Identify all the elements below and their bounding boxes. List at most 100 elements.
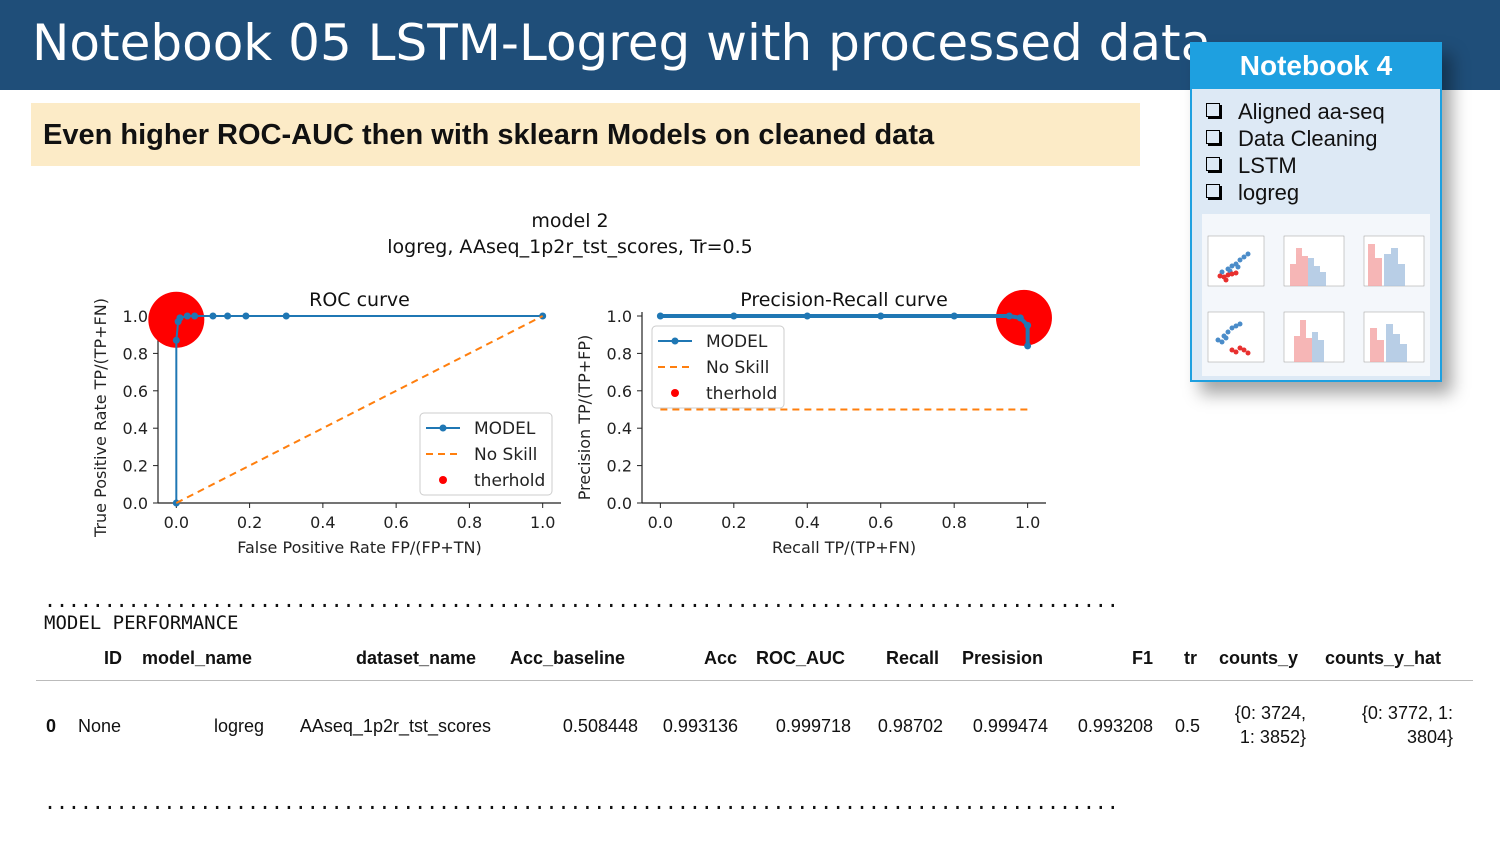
x-tick-label: 0.0 bbox=[164, 513, 189, 532]
x-tick-label: 0.0 bbox=[648, 513, 673, 532]
legend-box bbox=[419, 412, 553, 496]
y-tick-label: 0.2 bbox=[123, 457, 148, 476]
x-tick-label: 0.6 bbox=[868, 513, 893, 532]
legend-box bbox=[651, 325, 785, 409]
y-axis-label: Precision TP/(TP+FP) bbox=[575, 335, 594, 500]
checklist-item-label: Data Cleaning bbox=[1238, 126, 1378, 151]
model-point bbox=[176, 314, 184, 322]
model-point bbox=[1016, 314, 1024, 322]
model-point bbox=[282, 312, 290, 320]
notebook-card-title: Notebook 4 bbox=[1239, 50, 1393, 81]
column-header: model_name bbox=[142, 648, 253, 668]
y-tick-label: 0.6 bbox=[123, 382, 148, 401]
y-tick-label: 1.0 bbox=[123, 307, 148, 326]
checklist-item: logreg bbox=[1206, 179, 1385, 206]
column-header: dataset_name bbox=[356, 648, 477, 668]
x-tick-label: 0.2 bbox=[721, 513, 746, 532]
checkbox-icon bbox=[1206, 184, 1220, 199]
checklist-item-label: LSTM bbox=[1238, 153, 1297, 178]
row-index: 0 bbox=[46, 716, 57, 736]
model-point bbox=[242, 312, 250, 320]
figure-plots: model 2 logreg, AAseq_1p2r_tst_scores, T… bbox=[91, 210, 1052, 557]
column-header: Presision bbox=[962, 648, 1044, 668]
column-header: Acc_baseline bbox=[510, 648, 626, 668]
cell-counts-y-hat-line1: {0: 3772, 1: bbox=[1361, 703, 1453, 723]
checklist-item: LSTM bbox=[1206, 152, 1385, 179]
x-tick-label: 0.8 bbox=[941, 513, 966, 532]
column-header: counts_y bbox=[1219, 648, 1299, 668]
x-tick-label: 0.6 bbox=[383, 513, 408, 532]
pr-chart: Precision-Recall curve 0.0 0.2 0.4 0.6 0.8 1.0… bbox=[575, 289, 1052, 557]
dots-separator-top: ........................................… bbox=[44, 588, 1119, 612]
legend-label: therhold bbox=[474, 471, 545, 491]
legend-label: therhold bbox=[706, 384, 777, 404]
model-point bbox=[224, 312, 232, 320]
legend-swatch-threshold bbox=[439, 476, 447, 484]
x-axis-label: False Positive Rate FP/(FP+TN) bbox=[237, 538, 482, 557]
column-header: tr bbox=[1184, 648, 1197, 668]
y-tick-label: 0.6 bbox=[607, 382, 632, 401]
chart-title: Precision-Recall curve bbox=[740, 289, 948, 311]
cell-id: None bbox=[78, 716, 122, 736]
column-header: Acc bbox=[704, 648, 738, 668]
cell-recall: 0.98702 bbox=[877, 716, 943, 736]
cell-tr: 0.5 bbox=[1174, 716, 1200, 736]
notebook-thumbnail-image bbox=[1202, 214, 1430, 376]
legend-swatch-threshold bbox=[671, 389, 679, 397]
checkbox-icon bbox=[1206, 157, 1220, 172]
model-point bbox=[877, 312, 885, 320]
cell-acc-baseline: 0.508448 bbox=[562, 716, 638, 736]
legend-label: No Skill bbox=[706, 358, 769, 378]
y-tick-label: 0.8 bbox=[607, 344, 632, 363]
y-axis-label: True Positive Rate TP/(TP+FN) bbox=[91, 298, 110, 538]
model-point bbox=[656, 312, 664, 320]
column-header: F1 bbox=[1132, 648, 1154, 668]
y-tick-label: 0.8 bbox=[123, 344, 148, 363]
model-point bbox=[1005, 312, 1013, 320]
cell-presision: 0.999474 bbox=[972, 716, 1048, 736]
column-header: ROC_AUC bbox=[756, 648, 846, 668]
cell-counts-y-hat-line2: 3804} bbox=[1406, 727, 1453, 747]
y-tick-label: 0.2 bbox=[607, 457, 632, 476]
table-divider bbox=[36, 680, 1473, 681]
cell-dataset-name: AAseq_1p2r_tst_scores bbox=[299, 716, 491, 736]
slide-title: Notebook 05 LSTM-Logreg with processed d… bbox=[32, 14, 1212, 72]
model-point bbox=[1024, 342, 1032, 350]
legend-label: MODEL bbox=[706, 332, 768, 352]
checklist-item: Aligned aa-seq bbox=[1206, 98, 1385, 125]
y-tick-label: 1.0 bbox=[607, 307, 632, 326]
checkbox-icon bbox=[1206, 103, 1220, 118]
chart-legend: MODEL No Skill therhold bbox=[419, 412, 553, 496]
performance-heading: MODEL PERFORMANCE bbox=[44, 612, 239, 634]
cell-model-name: logreg bbox=[213, 716, 264, 736]
subtitle-banner: Even higher ROC-AUC then with sklearn Mo… bbox=[31, 103, 1140, 166]
model-point bbox=[803, 312, 811, 320]
column-header: Recall bbox=[886, 648, 940, 668]
legend-swatch-model-marker bbox=[671, 337, 679, 345]
x-tick-label: 0.2 bbox=[237, 513, 262, 532]
x-tick-label: 0.8 bbox=[457, 513, 482, 532]
x-tick-label: 0.4 bbox=[795, 513, 820, 532]
x-tick-label: 1.0 bbox=[530, 513, 555, 532]
legend-label: No Skill bbox=[474, 445, 537, 465]
checklist-item: Data Cleaning bbox=[1206, 125, 1385, 152]
cell-f1: 0.993208 bbox=[1077, 716, 1153, 736]
checklist-item-label: Aligned aa-seq bbox=[1238, 99, 1385, 124]
cell-counts-y-line2: 1: 3852} bbox=[1239, 727, 1306, 747]
slide-subtitle: Even higher ROC-AUC then with sklearn Mo… bbox=[43, 119, 935, 151]
x-tick-label: 0.4 bbox=[310, 513, 335, 532]
roc-chart: ROC curve 0.0 0.2 0.4 0.6 0.8 1.0 0.0 0.2 0.4 0.6 0… bbox=[91, 289, 561, 557]
model-point bbox=[209, 312, 217, 320]
legend-label: MODEL bbox=[474, 419, 536, 439]
model-point bbox=[191, 312, 199, 320]
figure-suptitle-line1: model 2 bbox=[531, 210, 608, 232]
column-header: ID bbox=[104, 648, 122, 668]
model-point bbox=[172, 336, 180, 344]
legend-swatch-model-marker bbox=[439, 424, 447, 432]
x-tick-label: 1.0 bbox=[1015, 513, 1040, 532]
threshold-point bbox=[995, 289, 1052, 346]
notebook-checklist: Aligned aa-seq Data Cleaning LSTM logreg bbox=[1206, 98, 1385, 206]
y-tick-label: 0.0 bbox=[607, 494, 632, 513]
model-point bbox=[1024, 321, 1032, 329]
notebook-card-header: Notebook 4 bbox=[1192, 44, 1440, 89]
